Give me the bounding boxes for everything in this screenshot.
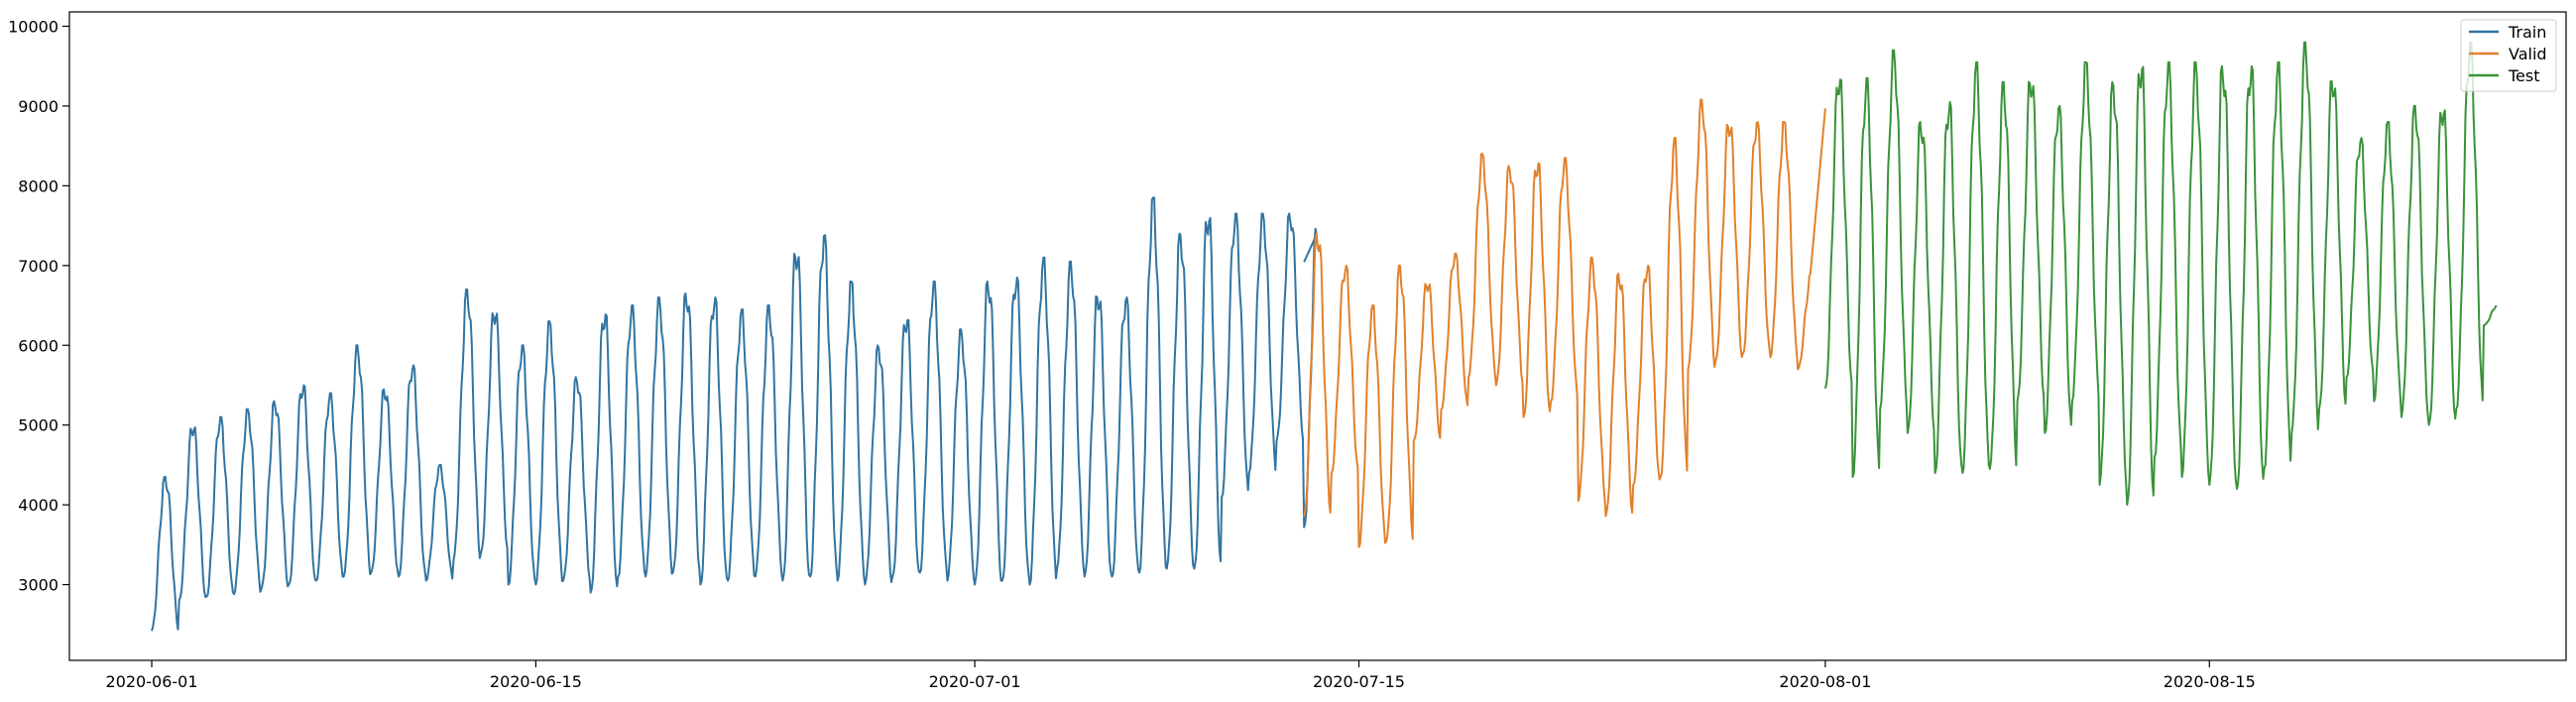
x-tick-label: 2020-07-01 — [929, 672, 1021, 691]
x-tick-label: 2020-06-01 — [106, 672, 198, 691]
y-tick-label: 3000 — [18, 576, 59, 595]
plot-frame — [68, 11, 2567, 661]
y-tick-label: 6000 — [18, 336, 59, 355]
series-line-test — [1823, 41, 2498, 507]
y-tick-label: 9000 — [18, 97, 59, 116]
series-line-valid — [1303, 98, 1826, 548]
x-tick-label: 2020-08-15 — [2164, 672, 2256, 691]
legend-label-test: Test — [2508, 66, 2540, 85]
x-axis: 2020-06-01 2020-06-15 2020-07-01 2020-07-15… — [106, 660, 2256, 691]
series-layer — [151, 41, 2498, 632]
y-tick-label: 7000 — [18, 257, 59, 276]
y-tick-label: 8000 — [18, 176, 59, 195]
legend-label-train: Train — [2508, 23, 2546, 42]
y-axis: 3000 4000 5000 6000 7000 8000 9000 10000 — [8, 17, 69, 595]
series-line-train — [151, 196, 1318, 632]
x-tick-label: 2020-07-15 — [1313, 672, 1405, 691]
x-tick-label: 2020-08-01 — [1779, 672, 1871, 691]
y-tick-label: 10000 — [8, 17, 59, 36]
x-tick-label: 2020-06-15 — [490, 672, 582, 691]
y-tick-label: 5000 — [18, 416, 59, 435]
legend: Train Valid Test — [2460, 19, 2557, 92]
plot-area — [69, 12, 2566, 660]
legend-label-valid: Valid — [2509, 45, 2547, 63]
y-tick-label: 4000 — [18, 496, 59, 515]
legend-box — [2460, 19, 2557, 92]
